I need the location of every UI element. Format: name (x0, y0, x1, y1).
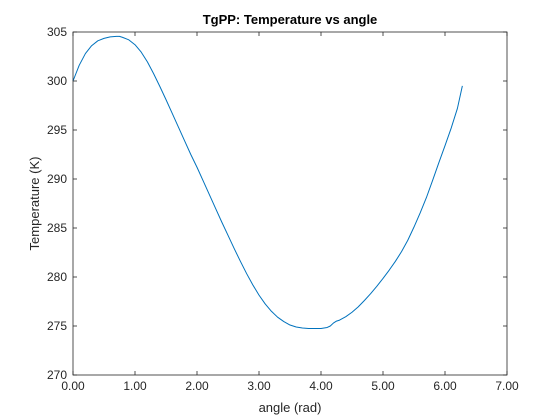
x-tick-label: 1.00 (123, 379, 147, 393)
temperature-line (72, 35, 463, 329)
x-tick-label: 0.00 (61, 379, 85, 393)
y-tick-label: 275 (47, 319, 67, 333)
plot-area (73, 32, 507, 375)
x-tick-label: 7.00 (495, 379, 519, 393)
x-tick-label: 3.00 (247, 379, 271, 393)
y-tick-label: 295 (47, 123, 67, 137)
y-tick-label: 300 (47, 74, 67, 88)
y-tick-label: 270 (47, 368, 67, 382)
x-axis-label: angle (rad) (259, 400, 322, 415)
plot-frame (72, 31, 508, 376)
ticks: 0.00 1.00 2.00 3.00 4.00 5.00 6.00 7.00 270 275 28… (47, 25, 519, 393)
x-tick-label: 2.00 (185, 379, 209, 393)
x-tick-label: 5.00 (371, 379, 395, 393)
y-tick-label: 305 (47, 25, 67, 39)
x-tick-label: 4.00 (309, 379, 333, 393)
y-tick-label: 280 (47, 270, 67, 284)
y-tick-label: 285 (47, 221, 67, 235)
data-series (72, 35, 463, 329)
x-tick-label: 6.00 (433, 379, 457, 393)
chart-title: TgPP: Temperature vs angle (203, 12, 378, 27)
y-axis-label: Temperature (K) (27, 157, 42, 251)
y-tick-label: 290 (47, 172, 67, 186)
